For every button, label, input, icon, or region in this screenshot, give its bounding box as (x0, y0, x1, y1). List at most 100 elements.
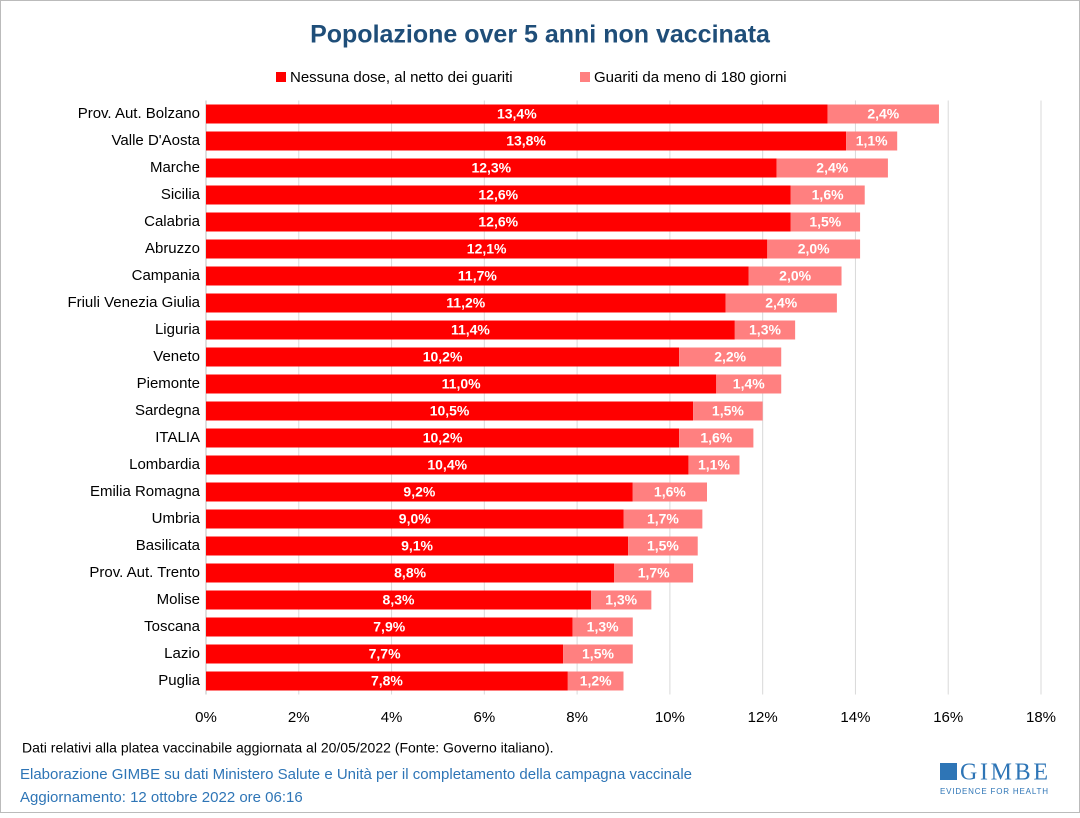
data-label: 10,5% (430, 403, 470, 419)
y-tick-label: ITALIA (155, 429, 200, 446)
x-tick-label: 0% (195, 709, 217, 726)
y-tick-label: Sicilia (161, 186, 201, 203)
bar-segment (206, 185, 791, 205)
data-label: 13,8% (506, 133, 546, 149)
bar-segment (206, 455, 689, 475)
bar-segment (206, 266, 749, 286)
y-tick-label: Sardegna (135, 402, 201, 419)
data-label: 9,2% (403, 484, 435, 500)
bar-segment (206, 239, 768, 259)
legend-swatch (276, 72, 286, 82)
y-tick-label: Prov. Aut. Trento (89, 564, 200, 581)
bar-segment (790, 212, 861, 232)
bar-segment (716, 374, 782, 394)
logo-name: GIMBE (960, 760, 1048, 786)
data-label: 1,3% (749, 322, 781, 338)
data-label: 9,1% (401, 538, 433, 554)
bar-segment (734, 320, 796, 340)
x-tick-label: 16% (933, 709, 963, 726)
y-tick-label: Lazio (164, 645, 200, 662)
data-label: 1,6% (654, 484, 686, 500)
data-label: 2,2% (714, 349, 746, 365)
data-label: 2,4% (867, 106, 899, 122)
bar-segment (679, 428, 754, 448)
bar-segment (206, 158, 777, 178)
bar-segment (206, 131, 847, 151)
legend-label: Nessuna dose, al netto dei guariti (290, 69, 513, 86)
bar-segment (206, 347, 680, 367)
x-tick-label: 12% (748, 709, 778, 726)
y-tick-label: Abruzzo (145, 240, 200, 257)
data-label: 1,2% (580, 673, 612, 689)
x-tick-label: 14% (840, 709, 870, 726)
logo-tagline: EVIDENCE FOR HEALTH (940, 787, 1048, 796)
data-label: 12,6% (478, 187, 518, 203)
legend-swatch (580, 72, 590, 82)
y-tick-label: Basilicata (136, 537, 201, 554)
data-label: 1,5% (809, 214, 841, 230)
bar-segment (748, 266, 842, 286)
y-tick-label: Friuli Venezia Giulia (67, 294, 200, 311)
bar-segment (206, 293, 726, 313)
y-tick-label: Lombardia (129, 456, 201, 473)
bar-segment (206, 644, 564, 664)
x-tick-label: 10% (655, 709, 685, 726)
bar-segment (767, 239, 861, 259)
bar-segment (206, 671, 568, 691)
bar-segment (846, 131, 898, 151)
bar-segment (206, 428, 680, 448)
bar-segment (206, 374, 717, 394)
data-label: 8,3% (383, 592, 415, 608)
data-label: 1,3% (605, 592, 637, 608)
data-label: 2,0% (798, 241, 830, 257)
data-label: 1,3% (587, 619, 619, 635)
data-label: 1,1% (698, 457, 730, 473)
x-tick-label: 4% (381, 709, 403, 726)
logo-icon (940, 763, 957, 780)
bar-segment (693, 401, 763, 421)
bar-segment (563, 644, 633, 664)
x-tick-label: 6% (473, 709, 495, 726)
y-tick-label: Liguria (155, 321, 201, 338)
y-tick-label: Veneto (153, 348, 200, 365)
bar-segment (827, 104, 939, 124)
data-label: 12,3% (471, 160, 511, 176)
bar-segment (206, 563, 615, 583)
bar-segment (206, 212, 791, 232)
bar-segment (679, 347, 782, 367)
y-tick-label: Molise (157, 591, 200, 608)
y-tick-label: Marche (150, 159, 200, 176)
data-label: 1,6% (700, 430, 732, 446)
footnote: Aggiornamento: 12 ottobre 2022 ore 06:16 (20, 789, 303, 806)
bar-segment (206, 536, 629, 556)
footnote: Dati relativi alla platea vaccinabile ag… (22, 740, 554, 756)
bar-segment (206, 401, 694, 421)
y-tick-label: Puglia (158, 672, 200, 689)
chart-title: Popolazione over 5 anni non vaccinata (310, 21, 771, 49)
x-tick-label: 2% (288, 709, 310, 726)
bar-segment (591, 590, 652, 610)
bar-segment (206, 320, 735, 340)
y-tick-label: Toscana (144, 618, 201, 635)
bar-segment (206, 509, 624, 529)
data-label: 1,7% (647, 511, 679, 527)
data-label: 8,8% (394, 565, 426, 581)
data-label: 1,5% (582, 646, 614, 662)
bar-segment (206, 590, 592, 610)
bar-segment (623, 509, 703, 529)
data-label: 1,5% (712, 403, 744, 419)
data-label: 1,4% (733, 376, 765, 392)
x-tick-label: 18% (1026, 709, 1056, 726)
bar-segment (688, 455, 740, 475)
data-label: 9,0% (399, 511, 431, 527)
bar-segment (632, 482, 707, 502)
bar-segment (725, 293, 837, 313)
data-label: 12,6% (478, 214, 518, 230)
y-tick-label: Campania (132, 267, 201, 284)
y-tick-label: Umbria (152, 510, 201, 527)
data-label: 7,7% (369, 646, 401, 662)
data-label: 10,2% (423, 349, 463, 365)
bar-segment (206, 617, 573, 637)
data-label: 2,4% (816, 160, 848, 176)
